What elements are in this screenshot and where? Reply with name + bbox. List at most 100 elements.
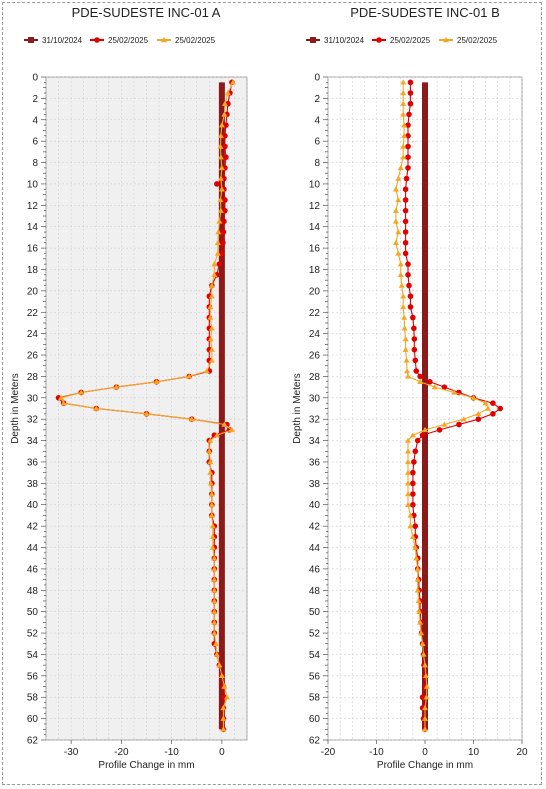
y-tick-label: 24 bbox=[27, 329, 39, 340]
data-point bbox=[405, 448, 412, 454]
chart-1: PDE-SUDESTE INC-01 A 31/10/2024 25/02/2025… bbox=[10, 5, 248, 771]
legend-marker bbox=[376, 37, 382, 43]
data-point bbox=[400, 111, 407, 117]
data-point bbox=[207, 314, 214, 320]
chart-2: PDE-SUDESTE INC-01 B 31/10/2024 25/02/2025… bbox=[292, 5, 528, 771]
data-point bbox=[208, 325, 215, 331]
data-point bbox=[404, 368, 411, 374]
data-point bbox=[405, 458, 412, 465]
y-tick-label: 24 bbox=[309, 329, 321, 340]
x-tick-label: -20 bbox=[321, 747, 336, 758]
data-point bbox=[410, 501, 416, 508]
data-point bbox=[400, 100, 407, 106]
data-point bbox=[407, 90, 414, 96]
data-point bbox=[218, 672, 225, 679]
data-point bbox=[405, 272, 411, 278]
legend-label: 31/10/2024 bbox=[42, 36, 83, 45]
data-point bbox=[410, 491, 416, 497]
data-point bbox=[422, 715, 428, 721]
data-point bbox=[482, 400, 489, 406]
y-tick-label: 6 bbox=[314, 137, 320, 148]
legend-label: 25/02/2025 bbox=[457, 36, 498, 45]
data-point bbox=[406, 111, 412, 118]
y-tick-label: 14 bbox=[309, 222, 321, 233]
legend-marker bbox=[161, 37, 167, 43]
y-tick-label: 20 bbox=[27, 286, 39, 297]
data-point bbox=[485, 405, 492, 411]
y-tick-label: 30 bbox=[309, 393, 321, 404]
data-point bbox=[405, 480, 412, 486]
data-point bbox=[417, 619, 424, 625]
data-point bbox=[211, 576, 218, 582]
y-tick-label: 22 bbox=[27, 308, 39, 319]
data-point bbox=[93, 405, 100, 411]
data-point bbox=[209, 533, 216, 540]
data-point bbox=[207, 335, 214, 342]
legend-label: 25/02/2025 bbox=[175, 36, 216, 45]
data-point bbox=[60, 400, 67, 406]
data-point bbox=[418, 630, 425, 636]
y-tick-label: 60 bbox=[309, 714, 321, 725]
y-tick-label: 62 bbox=[27, 736, 39, 747]
data-point bbox=[412, 523, 419, 529]
data-point bbox=[470, 394, 477, 401]
data-point bbox=[407, 523, 414, 529]
data-point bbox=[222, 143, 228, 150]
data-point bbox=[221, 100, 228, 106]
data-point bbox=[402, 346, 409, 352]
data-point bbox=[401, 122, 408, 128]
data-point bbox=[217, 132, 224, 139]
x-tick-label: 0 bbox=[422, 747, 428, 758]
chart-title: PDE-SUDESTE INC-01 A bbox=[72, 5, 221, 20]
y-tick-label: 52 bbox=[27, 629, 39, 640]
y-tick-label: 4 bbox=[314, 115, 320, 126]
data-point bbox=[410, 469, 416, 476]
legend: 31/10/2024 25/02/2025 25/02/2025 bbox=[306, 36, 498, 45]
data-point bbox=[422, 672, 429, 679]
data-point bbox=[218, 164, 225, 171]
data-point bbox=[407, 293, 414, 300]
data-point bbox=[208, 282, 215, 288]
y-tick-label: 2 bbox=[314, 94, 320, 105]
data-point bbox=[207, 469, 214, 475]
data-point bbox=[422, 704, 428, 711]
data-point bbox=[423, 694, 430, 700]
y-tick-label: 38 bbox=[309, 479, 321, 490]
data-point bbox=[406, 282, 412, 289]
y-tick-label: 48 bbox=[27, 586, 39, 597]
legend-marker bbox=[28, 37, 34, 43]
data-point bbox=[401, 132, 408, 139]
data-point bbox=[212, 640, 219, 646]
x-tick-label: 20 bbox=[516, 747, 528, 758]
data-point bbox=[410, 480, 416, 487]
data-point bbox=[186, 373, 193, 379]
data-point bbox=[402, 229, 409, 235]
y-tick-label: 44 bbox=[309, 543, 321, 554]
y-tick-label: 50 bbox=[309, 607, 321, 618]
data-point bbox=[411, 325, 417, 332]
data-point bbox=[397, 271, 404, 278]
data-point bbox=[220, 704, 227, 711]
data-point bbox=[220, 726, 227, 732]
y-tick-label: 34 bbox=[27, 436, 39, 447]
data-point bbox=[214, 250, 221, 256]
y-tick-label: 26 bbox=[27, 351, 39, 362]
y-tick-label: 54 bbox=[27, 650, 39, 661]
data-point bbox=[402, 197, 409, 203]
data-point bbox=[221, 218, 227, 225]
data-point bbox=[143, 410, 150, 417]
data-point bbox=[415, 597, 422, 604]
data-point bbox=[401, 325, 408, 331]
data-point bbox=[475, 410, 482, 417]
data-point bbox=[211, 608, 218, 614]
y-tick-label: 56 bbox=[309, 671, 321, 682]
data-point bbox=[217, 196, 224, 203]
data-point bbox=[221, 683, 228, 689]
data-point bbox=[214, 181, 220, 187]
data-point bbox=[405, 491, 412, 497]
legend-item: 25/02/2025 bbox=[90, 36, 149, 45]
data-point bbox=[218, 186, 225, 192]
data-point bbox=[223, 694, 230, 700]
data-point bbox=[405, 165, 411, 171]
